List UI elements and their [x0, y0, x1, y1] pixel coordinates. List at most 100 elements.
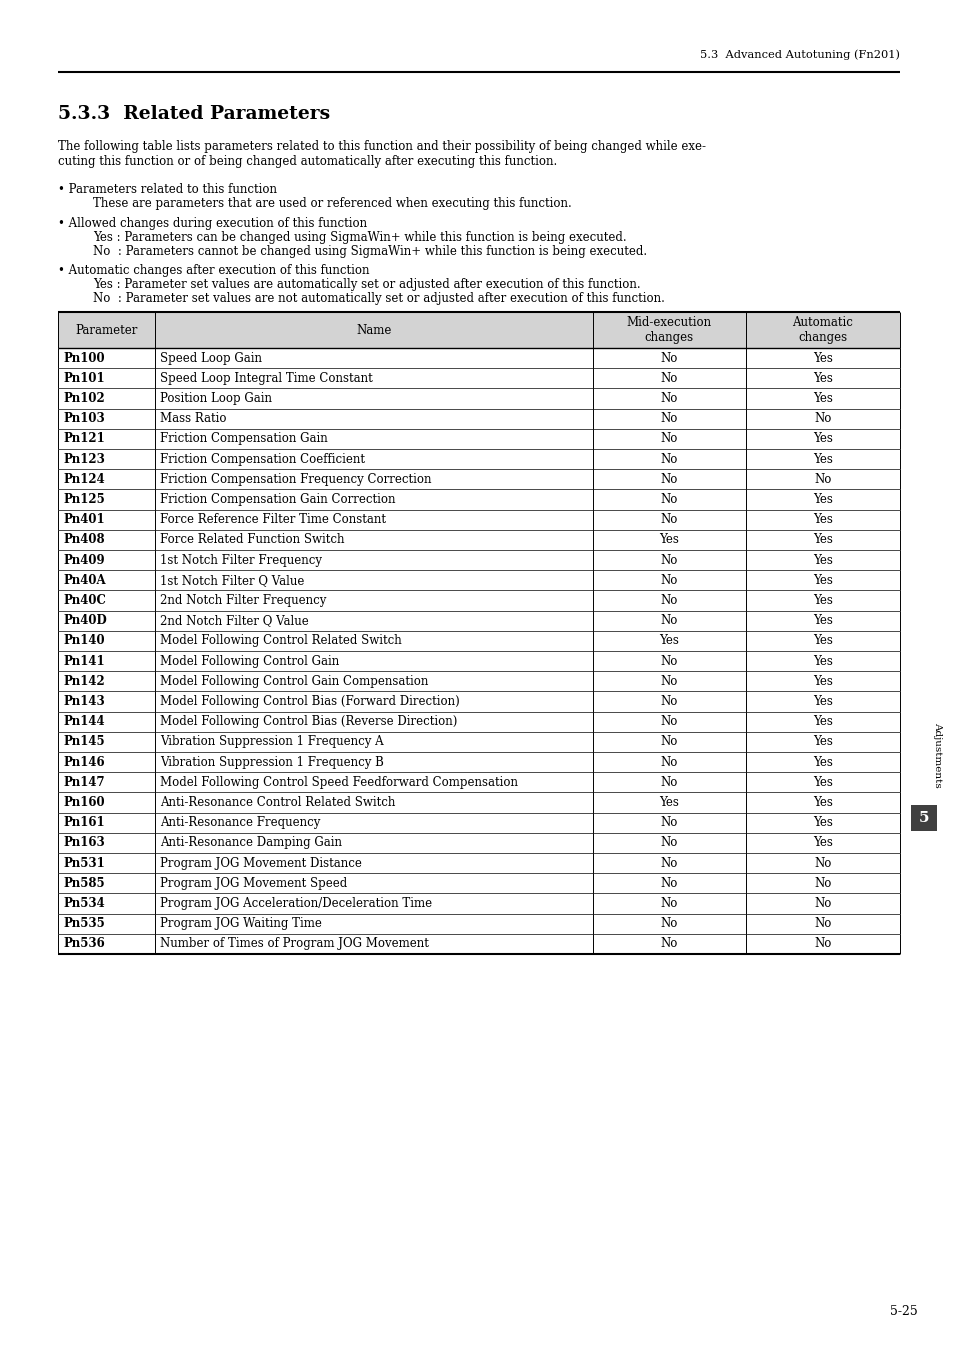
Text: Program JOG Acceleration/Deceleration Time: Program JOG Acceleration/Deceleration Ti… — [160, 896, 432, 910]
Text: Yes: Yes — [812, 533, 832, 547]
Text: These are parameters that are used or referenced when executing this function.: These are parameters that are used or re… — [92, 197, 571, 211]
Bar — [58, 312, 899, 348]
Text: Adjustments: Adjustments — [933, 722, 942, 788]
Text: No: No — [659, 594, 678, 608]
Text: No: No — [659, 917, 678, 930]
Text: Model Following Control Gain: Model Following Control Gain — [160, 655, 338, 668]
Text: Pn160: Pn160 — [63, 796, 105, 809]
Text: Pn40D: Pn40D — [63, 614, 107, 628]
Text: Anti-Resonance Frequency: Anti-Resonance Frequency — [160, 817, 320, 829]
Text: Pn534: Pn534 — [63, 896, 105, 910]
Text: No: No — [659, 472, 678, 486]
Text: Yes: Yes — [812, 837, 832, 849]
Text: Pn401: Pn401 — [63, 513, 105, 526]
Text: Pn40C: Pn40C — [63, 594, 106, 608]
Text: Yes: Yes — [812, 655, 832, 668]
Text: Anti-Resonance Control Related Switch: Anti-Resonance Control Related Switch — [160, 796, 395, 809]
Text: Friction Compensation Gain Correction: Friction Compensation Gain Correction — [160, 493, 395, 506]
Text: Friction Compensation Gain: Friction Compensation Gain — [160, 432, 327, 446]
Text: No: No — [659, 756, 678, 768]
Text: No: No — [814, 472, 831, 486]
Text: Pn409: Pn409 — [63, 554, 105, 567]
Text: 2nd Notch Filter Frequency: 2nd Notch Filter Frequency — [160, 594, 326, 608]
Text: Yes: Yes — [812, 513, 832, 526]
Text: Yes: Yes — [812, 351, 832, 364]
Text: Model Following Control Gain Compensation: Model Following Control Gain Compensatio… — [160, 675, 428, 687]
Text: Friction Compensation Coefficient: Friction Compensation Coefficient — [160, 452, 364, 466]
Text: No: No — [659, 776, 678, 788]
Text: No: No — [659, 675, 678, 687]
Text: Yes : Parameter set values are automatically set or adjusted after execution of : Yes : Parameter set values are automatic… — [92, 278, 640, 292]
Text: Pn144: Pn144 — [63, 716, 105, 728]
Text: Pn103: Pn103 — [63, 412, 105, 425]
Text: Yes: Yes — [812, 452, 832, 466]
Text: 1st Notch Filter Frequency: 1st Notch Filter Frequency — [160, 554, 321, 567]
Text: No: No — [659, 736, 678, 748]
Text: Pn125: Pn125 — [63, 493, 105, 506]
Text: 1st Notch Filter Q Value: 1st Notch Filter Q Value — [160, 574, 304, 587]
Text: Yes: Yes — [812, 614, 832, 628]
Text: Name: Name — [355, 324, 391, 336]
Text: No: No — [659, 896, 678, 910]
Text: Pn585: Pn585 — [63, 876, 105, 890]
Text: No: No — [659, 371, 678, 385]
Text: Program JOG Movement Speed: Program JOG Movement Speed — [160, 876, 347, 890]
Text: Yes: Yes — [812, 574, 832, 587]
Text: No  : Parameter set values are not automatically set or adjusted after execution: No : Parameter set values are not automa… — [92, 292, 664, 305]
Text: No: No — [659, 817, 678, 829]
Text: Yes: Yes — [812, 594, 832, 608]
Text: Yes: Yes — [659, 634, 679, 648]
Text: Yes: Yes — [812, 817, 832, 829]
Text: 5: 5 — [918, 811, 928, 825]
Text: Vibration Suppression 1 Frequency A: Vibration Suppression 1 Frequency A — [160, 736, 383, 748]
Text: The following table lists parameters related to this function and their possibil: The following table lists parameters rel… — [58, 140, 705, 167]
Text: Program JOG Movement Distance: Program JOG Movement Distance — [160, 857, 361, 869]
Text: No: No — [814, 876, 831, 890]
Text: Yes: Yes — [812, 675, 832, 687]
Text: Position Loop Gain: Position Loop Gain — [160, 392, 272, 405]
Text: No: No — [659, 493, 678, 506]
Text: Pn143: Pn143 — [63, 695, 105, 707]
Text: Yes: Yes — [659, 533, 679, 547]
Text: No: No — [659, 876, 678, 890]
Text: Yes: Yes — [812, 371, 832, 385]
Text: Pn123: Pn123 — [63, 452, 105, 466]
Text: Pn101: Pn101 — [63, 371, 105, 385]
Text: Number of Times of Program JOG Movement: Number of Times of Program JOG Movement — [160, 937, 428, 950]
Text: Yes: Yes — [812, 432, 832, 446]
Text: Pn142: Pn142 — [63, 675, 105, 687]
Text: Pn163: Pn163 — [63, 837, 105, 849]
Text: Model Following Control Bias (Reverse Direction): Model Following Control Bias (Reverse Di… — [160, 716, 456, 728]
Bar — [910, 805, 936, 832]
Text: No: No — [814, 412, 831, 425]
Text: Program JOG Waiting Time: Program JOG Waiting Time — [160, 917, 321, 930]
Text: Automatic
changes: Automatic changes — [792, 316, 853, 344]
Text: Pn102: Pn102 — [63, 392, 105, 405]
Text: No: No — [814, 857, 831, 869]
Text: Pn40A: Pn40A — [63, 574, 106, 587]
Text: Yes: Yes — [812, 695, 832, 707]
Text: No: No — [659, 513, 678, 526]
Text: Pn124: Pn124 — [63, 472, 105, 486]
Text: No: No — [659, 412, 678, 425]
Text: Yes: Yes — [812, 392, 832, 405]
Text: Model Following Control Related Switch: Model Following Control Related Switch — [160, 634, 401, 648]
Text: Yes: Yes — [812, 634, 832, 648]
Text: Yes: Yes — [812, 716, 832, 728]
Text: Pn536: Pn536 — [63, 937, 105, 950]
Text: Friction Compensation Frequency Correction: Friction Compensation Frequency Correcti… — [160, 472, 431, 486]
Text: No: No — [659, 695, 678, 707]
Text: Mass Ratio: Mass Ratio — [160, 412, 226, 425]
Text: No: No — [659, 614, 678, 628]
Text: No  : Parameters cannot be changed using SigmaWin+ while this function is being : No : Parameters cannot be changed using … — [92, 244, 646, 258]
Text: Yes: Yes — [812, 756, 832, 768]
Text: Yes : Parameters can be changed using SigmaWin+ while this function is being exe: Yes : Parameters can be changed using Si… — [92, 231, 626, 244]
Text: Yes: Yes — [812, 776, 832, 788]
Text: No: No — [659, 655, 678, 668]
Text: Yes: Yes — [812, 493, 832, 506]
Text: Yes: Yes — [812, 736, 832, 748]
Text: Parameter: Parameter — [75, 324, 137, 336]
Text: Pn408: Pn408 — [63, 533, 105, 547]
Text: No: No — [814, 896, 831, 910]
Text: Model Following Control Speed Feedforward Compensation: Model Following Control Speed Feedforwar… — [160, 776, 517, 788]
